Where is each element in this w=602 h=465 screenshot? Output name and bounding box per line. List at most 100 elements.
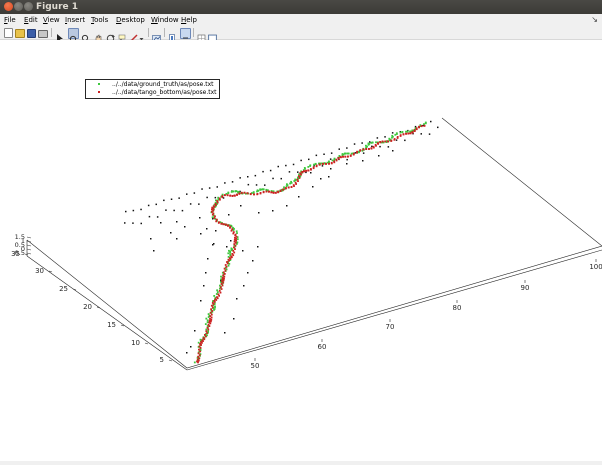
y-tick-mark bbox=[120, 324, 125, 327]
ground-truth-point bbox=[290, 182, 293, 184]
feature-point bbox=[242, 250, 244, 252]
tango-point bbox=[206, 326, 209, 329]
brush-icon[interactable] bbox=[129, 28, 138, 43]
feature-point bbox=[328, 176, 330, 178]
window-minimize-button[interactable] bbox=[14, 2, 23, 11]
tango-point bbox=[411, 131, 414, 133]
menu-view[interactable]: View bbox=[43, 16, 60, 24]
ground-truth-point bbox=[366, 145, 368, 148]
legend-label-tango-bottom: ../../data/tango_bottom/as/pose.txt bbox=[112, 89, 217, 96]
tango-point bbox=[279, 189, 282, 192]
grid-icon[interactable] bbox=[197, 28, 206, 43]
tango-point bbox=[227, 224, 230, 227]
ground-truth-point bbox=[228, 249, 230, 252]
menu-window[interactable]: Window bbox=[151, 16, 179, 24]
dock-figure-icon[interactable]: ↘ bbox=[591, 15, 598, 24]
rotate-3d-icon[interactable] bbox=[106, 28, 115, 43]
menu-tools[interactable]: Tools bbox=[91, 16, 109, 24]
tango-point bbox=[212, 209, 215, 212]
property-editor-icon[interactable] bbox=[208, 28, 217, 43]
tango-point bbox=[224, 264, 227, 266]
ground-truth-point bbox=[229, 259, 232, 261]
ground-truth-point bbox=[202, 338, 205, 340]
ground-truth-point bbox=[260, 188, 262, 191]
menu-desktop[interactable]: Desktop bbox=[116, 16, 145, 24]
zoom-out-icon[interactable] bbox=[81, 28, 90, 43]
feature-point bbox=[247, 272, 249, 274]
tango-point bbox=[293, 185, 295, 187]
axis-ticks: 50 60 70 80 90 100 5 10 15 20 25 30 35-0.500.511.5 bbox=[11, 233, 602, 370]
edit-plot-icon[interactable] bbox=[55, 28, 64, 43]
feature-point bbox=[200, 300, 202, 302]
feature-point bbox=[430, 120, 432, 123]
menu-help[interactable]: Help bbox=[181, 16, 197, 24]
legend[interactable]: ../../data/ground_truth/as/pose.txt ../.… bbox=[85, 79, 220, 99]
feature-point bbox=[215, 230, 217, 232]
menu-edit[interactable]: Edit bbox=[24, 16, 38, 24]
feature-point bbox=[243, 285, 245, 287]
feature-points bbox=[124, 120, 439, 354]
feature-point bbox=[315, 154, 318, 157]
ground-truth-point bbox=[199, 338, 202, 341]
open-file-icon[interactable] bbox=[15, 29, 25, 38]
ground-truth-point bbox=[391, 134, 394, 137]
feature-point bbox=[437, 126, 439, 129]
tango-point bbox=[198, 345, 201, 348]
tango-point bbox=[243, 191, 246, 194]
tango-point bbox=[230, 229, 233, 232]
ground-truth-point bbox=[214, 305, 216, 308]
feature-point bbox=[361, 142, 363, 144]
tango-point bbox=[221, 196, 224, 199]
link-plot-icon[interactable] bbox=[152, 28, 161, 42]
ground-truth-point bbox=[245, 192, 247, 195]
ground-truth-point bbox=[207, 330, 209, 333]
ground-truth-point bbox=[216, 289, 218, 292]
feature-point bbox=[200, 233, 202, 235]
y-tick-label: 25 bbox=[59, 285, 68, 293]
ground-truth-point bbox=[213, 203, 216, 206]
colorbar-icon[interactable] bbox=[168, 28, 177, 43]
new-figure-icon[interactable] bbox=[4, 28, 13, 38]
feature-point bbox=[353, 143, 356, 145]
tango-point bbox=[224, 194, 226, 196]
pan-icon[interactable] bbox=[94, 28, 103, 43]
tango-point bbox=[344, 155, 347, 158]
zoom-in-icon[interactable] bbox=[68, 28, 79, 44]
feature-point bbox=[178, 197, 180, 199]
tango-point bbox=[292, 184, 295, 186]
feature-point bbox=[346, 147, 348, 149]
feature-point bbox=[407, 129, 409, 132]
tango-point bbox=[226, 262, 229, 265]
window-maximize-button[interactable] bbox=[24, 2, 33, 11]
feature-point bbox=[346, 163, 348, 165]
brush-dropdown-icon[interactable] bbox=[139, 28, 144, 41]
ground-truth-point bbox=[219, 287, 221, 290]
tango-point bbox=[197, 361, 199, 364]
ground-truth-point bbox=[283, 186, 285, 189]
data-cursor-icon[interactable] bbox=[118, 28, 127, 42]
ground-truth-point bbox=[214, 296, 217, 299]
figure-canvas[interactable]: 50 60 70 80 90 100 5 10 15 20 25 30 35 -0.5 0 0.5 1 1.5 .… bbox=[0, 40, 602, 461]
tango-point bbox=[203, 338, 206, 341]
ground-truth-point bbox=[227, 261, 229, 263]
ground-truth-point bbox=[419, 124, 422, 126]
tango-point bbox=[249, 193, 252, 196]
plot-3d[interactable]: 50 60 70 80 90 100 5 10 15 20 25 30 35-0.500.511.5 bbox=[0, 40, 602, 461]
ground-truth-point bbox=[342, 153, 345, 156]
ground-truth-point bbox=[213, 295, 216, 297]
print-icon[interactable] bbox=[38, 30, 48, 38]
ground-truth-point bbox=[385, 141, 388, 143]
legend-icon[interactable] bbox=[180, 28, 191, 42]
tango-point bbox=[262, 191, 265, 193]
ground-truth-point bbox=[206, 334, 208, 337]
tango-point bbox=[232, 231, 235, 233]
save-icon[interactable] bbox=[27, 29, 36, 38]
tango-point bbox=[390, 139, 393, 142]
menu-insert[interactable]: Insert bbox=[65, 16, 86, 24]
window-close-button[interactable] bbox=[4, 2, 13, 11]
menu-file[interactable]: File bbox=[4, 16, 16, 24]
axes-box bbox=[26, 117, 602, 371]
feature-point bbox=[220, 280, 222, 282]
tango-point bbox=[396, 137, 399, 139]
tango-point bbox=[207, 328, 210, 331]
